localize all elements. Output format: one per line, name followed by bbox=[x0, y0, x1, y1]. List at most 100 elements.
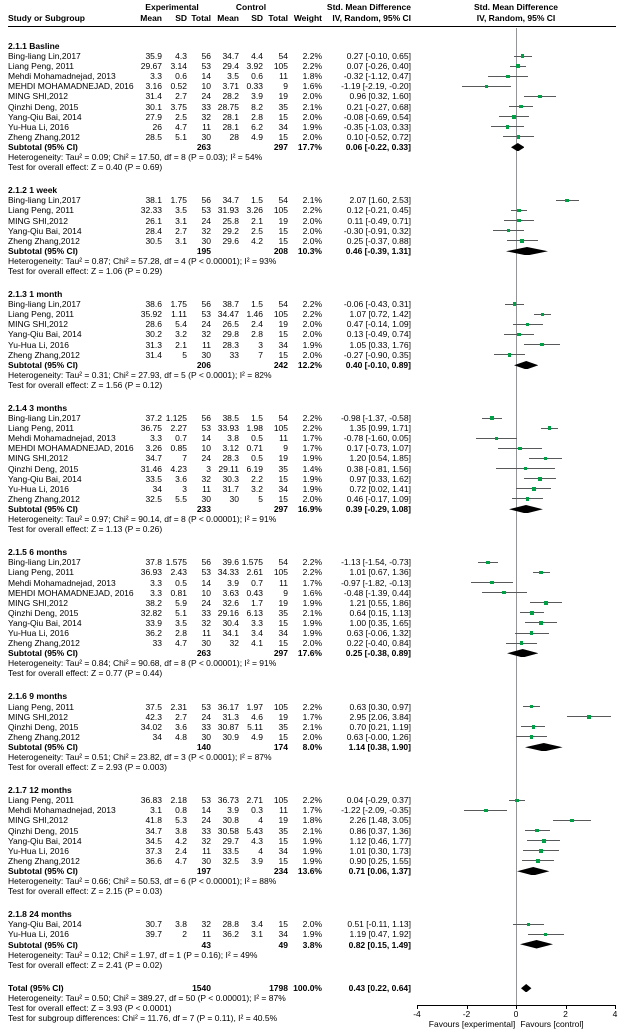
cell-name: Yu-Hua Li, 2016 bbox=[8, 929, 69, 940]
cell-s1: 4.7 bbox=[175, 638, 187, 649]
cell-name: Zheng Zhang,2012 bbox=[8, 349, 80, 360]
study-row: Bing-liang Lin,2017 37.8 1.575 56 39.6 1.575 5… bbox=[0, 557, 624, 567]
cell-m2: 39.6 bbox=[222, 557, 239, 568]
subgroup-title: 2.1.1 Basline bbox=[0, 41, 624, 51]
subgroup-title-label: 2.1.8 24 months bbox=[8, 909, 72, 920]
cell-ci: 0.06 [-0.22, 0.33] bbox=[345, 141, 411, 152]
cell-ci: 2.95 [2.06, 3.84] bbox=[349, 711, 411, 722]
cell-w: 2.1% bbox=[302, 825, 322, 836]
study-row: Yu-Hua Li, 2016 34 3 11 31.7 3.2 34 1.9% 0.72 [0… bbox=[0, 484, 624, 494]
pooled-diamond bbox=[517, 866, 550, 876]
cell-w: 2.1% bbox=[302, 721, 322, 732]
effect-marker bbox=[531, 725, 536, 729]
cell-s1 bbox=[162, 983, 187, 993]
cell-w: 2.2% bbox=[302, 413, 322, 424]
study-row: Yang-Qiu Bai, 2014 27.9 2.5 32 28.1 2.8 15 2.0%… bbox=[0, 112, 624, 122]
cell-w: 2.0% bbox=[302, 919, 322, 930]
heterogeneity-text: Heterogeneity: Tau² = 0.51; Chi² = 23.82… bbox=[8, 752, 272, 762]
cell-s2 bbox=[239, 983, 263, 993]
overall-effect-text: Test for overall effect: Z = 0.77 (P = 0… bbox=[8, 668, 163, 679]
cell-s1 bbox=[162, 866, 187, 876]
cell-name: Subtotal (95% CI) bbox=[8, 865, 78, 876]
cell-name: Subtotal (95% CI) bbox=[8, 359, 78, 370]
cell-t1: 197 bbox=[196, 865, 211, 876]
cell-t2: 105 bbox=[273, 309, 288, 320]
effect-marker bbox=[543, 932, 548, 937]
overall-effect-row: Test for overall effect: Z = 0.40 (P = 0… bbox=[0, 162, 624, 172]
cell-w: 2.2% bbox=[302, 557, 322, 568]
cell-w: 1.9% bbox=[302, 597, 322, 608]
cell-m1: 3.16 bbox=[145, 81, 162, 92]
cell-name: MEHDI MOHAMADNEJAD, 2016 bbox=[8, 81, 134, 92]
heterogeneity-text: Heterogeneity: Tau² = 0.84; Chi² = 90.68… bbox=[8, 658, 277, 669]
cell-t2: 19 bbox=[278, 215, 288, 226]
cell-s1: 4.23 bbox=[170, 463, 187, 474]
cell-ci: 0.97 [0.33, 1.62] bbox=[349, 473, 411, 484]
cell-s1: 3.5 bbox=[175, 205, 187, 216]
cell-s2: 1.98 bbox=[246, 423, 263, 434]
cell-ci: 0.86 [0.37, 1.36] bbox=[349, 825, 411, 836]
pooled-diamond bbox=[508, 504, 543, 514]
cell-s1: 1.75 bbox=[170, 195, 187, 206]
cell-t2: 49 bbox=[278, 939, 288, 950]
footer-text-2: Test for subgroup differences: Chi² = 11… bbox=[8, 1013, 278, 1024]
cell-t1: 24 bbox=[201, 319, 211, 330]
cell-name: Bing-liang Lin,2017 bbox=[8, 51, 81, 62]
footer-row: Test for subgroup differences: Chi² = 11… bbox=[0, 1013, 624, 1023]
cell-t2: 15 bbox=[278, 835, 288, 846]
effect-marker bbox=[520, 54, 525, 58]
study-row: Mehdi Mohamadnejad, 2013 3.3 0.7 14 3.8 0.5 11… bbox=[0, 433, 624, 443]
overall-effect-text: Test for overall effect: Z = 2.41 (P = 0… bbox=[8, 959, 163, 970]
cell-name: MING SHI,2012 bbox=[8, 215, 68, 226]
cell-s2: 4.9 bbox=[251, 731, 263, 742]
cell-ci: 0.38 [-0.81, 1.56] bbox=[346, 463, 411, 474]
study-row: Yu-Hua Li, 2016 31.3 2.1 11 28.3 3 34 1.9% 1.05 … bbox=[0, 340, 624, 350]
effect-marker bbox=[502, 590, 506, 595]
cell-s1 bbox=[162, 648, 187, 658]
cell-m1: 37.5 bbox=[145, 701, 162, 712]
effect-marker bbox=[518, 446, 522, 451]
cell-s1: 0.85 bbox=[170, 443, 187, 454]
cell-name: Zheng Zhang,2012 bbox=[8, 235, 80, 246]
cell-t2: 19 bbox=[278, 319, 288, 330]
cell-m1: 35.9 bbox=[145, 51, 162, 62]
cell-t1: 11 bbox=[202, 627, 211, 638]
cell-s1 bbox=[162, 504, 187, 514]
header-sd-exp: SD bbox=[175, 13, 187, 23]
cell-t1: 32 bbox=[201, 111, 211, 122]
cell-t2: 15 bbox=[278, 349, 288, 360]
cell-m2: 28.75 bbox=[217, 101, 239, 112]
cell-w: 1.8% bbox=[302, 71, 322, 82]
cell-s1 bbox=[162, 940, 187, 950]
cell-m1: 34 bbox=[152, 483, 162, 494]
effect-marker bbox=[484, 84, 489, 89]
cell-m2: 3.12 bbox=[222, 443, 239, 454]
cell-w: 1.7% bbox=[302, 443, 322, 454]
cell-t2: 1798 bbox=[269, 982, 288, 993]
cell-m2: 32.5 bbox=[222, 855, 239, 866]
cell-t1: 30 bbox=[201, 855, 211, 866]
cell-name: Liang Peng, 2011 bbox=[8, 61, 75, 72]
cell-name: Yu-Hua Li, 2016 bbox=[8, 483, 69, 494]
subgroup-title: 2.1.5 6 months bbox=[0, 547, 624, 557]
subgroup-title: 2.1.3 1 month bbox=[0, 289, 624, 299]
cell-w: 2.2% bbox=[302, 567, 322, 578]
cell-t2: 15 bbox=[278, 638, 288, 649]
cell-ci: 0.04 [-0.29, 0.37] bbox=[346, 795, 411, 806]
cell-t2: 34 bbox=[278, 339, 288, 350]
cell-t2: 19 bbox=[278, 597, 288, 608]
cell-t2: 11 bbox=[279, 577, 288, 588]
cell-t2: 35 bbox=[278, 825, 288, 836]
cell-s1 bbox=[162, 742, 187, 752]
effect-marker bbox=[512, 114, 516, 119]
cell-ci: 1.07 [0.72, 1.42] bbox=[349, 309, 411, 320]
cell-s1: 3.5 bbox=[175, 617, 187, 628]
cell-name: Bing-liang Lin,2017 bbox=[8, 557, 81, 568]
cell-m1: 42.3 bbox=[145, 711, 162, 722]
effect-marker bbox=[540, 312, 545, 317]
cell-s1: 4.2 bbox=[175, 835, 187, 846]
cell-t1: 30 bbox=[201, 493, 211, 504]
pooled-diamond bbox=[519, 940, 553, 949]
cell-name: MING SHI,2012 bbox=[8, 815, 68, 826]
cell-s2: 0.5 bbox=[251, 433, 263, 444]
